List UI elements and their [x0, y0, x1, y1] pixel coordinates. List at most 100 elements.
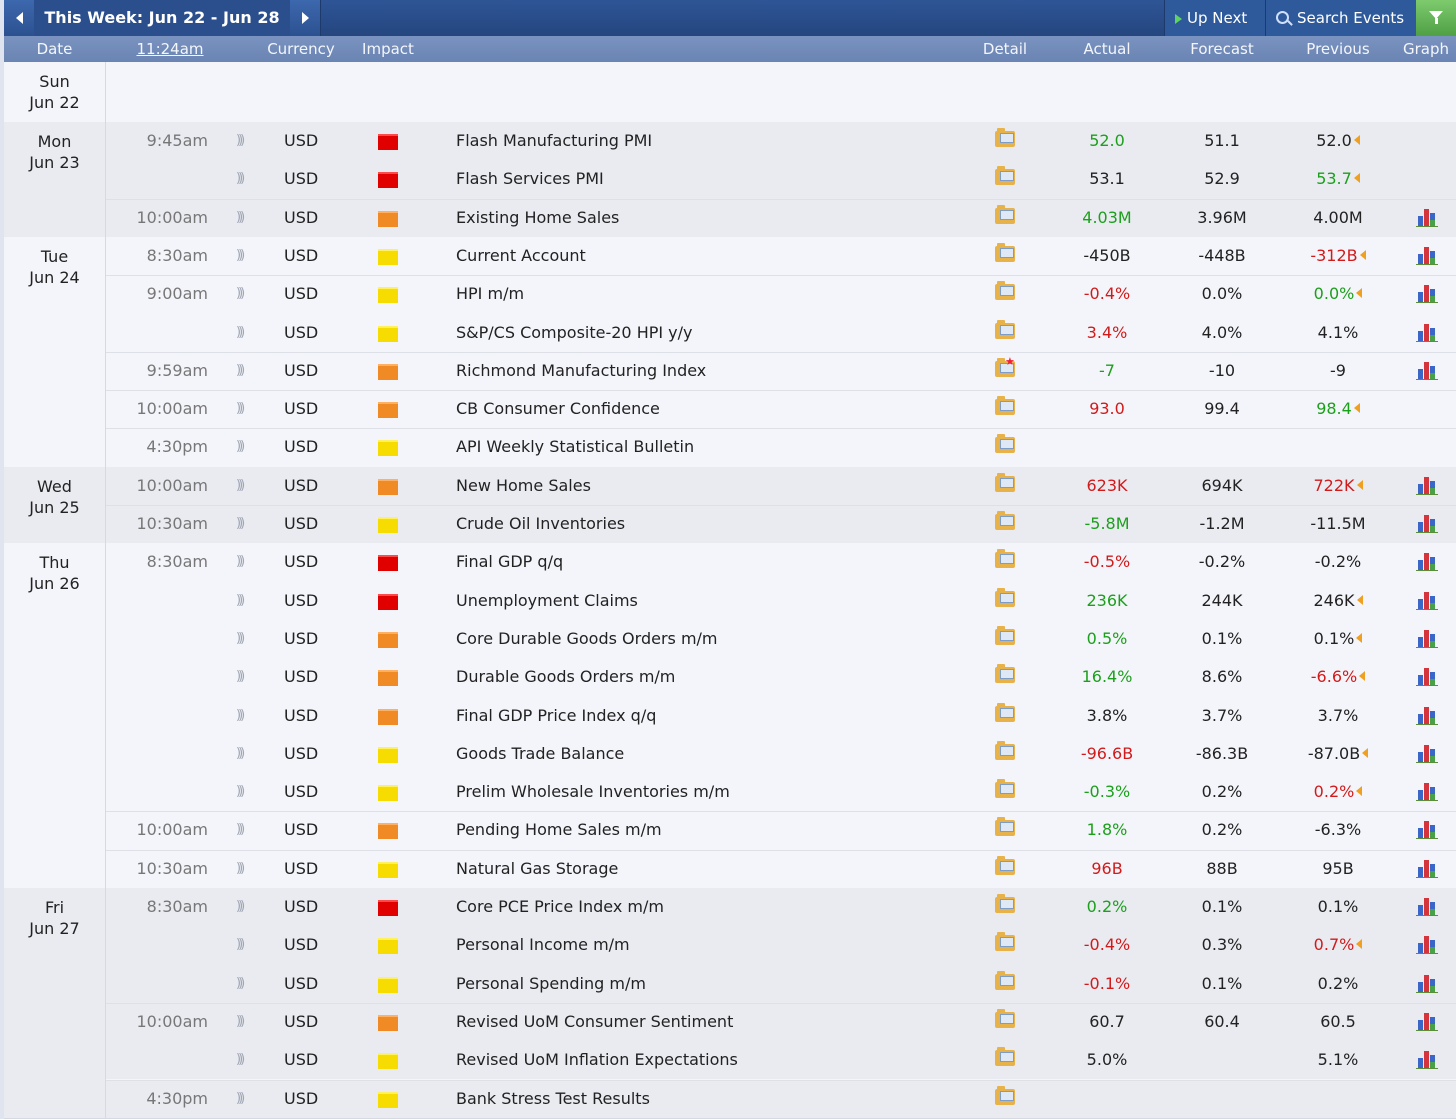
sound-alert-icon[interactable]: ))) [236, 630, 245, 646]
detail-folder-icon[interactable] [995, 970, 1015, 990]
graph-chart-icon[interactable] [1416, 245, 1438, 265]
graph-chart-icon[interactable] [1416, 628, 1438, 648]
event-name[interactable]: Goods Trade Balance [456, 743, 625, 763]
sound-alert-icon[interactable]: ))) [236, 247, 245, 263]
detail-folder-icon[interactable] [995, 1085, 1015, 1105]
up-next-button[interactable]: Up Next [1164, 0, 1265, 36]
event-name[interactable]: HPI m/m [456, 284, 525, 304]
impact-orange-icon[interactable] [378, 670, 398, 687]
sound-alert-icon[interactable]: ))) [236, 899, 245, 914]
detail-folder-icon[interactable] [995, 319, 1015, 339]
sound-alert-icon[interactable]: ))) [236, 171, 245, 187]
event-name[interactable]: Natural Gas Storage [456, 858, 619, 878]
graph-chart-icon[interactable] [1416, 1011, 1438, 1031]
graph-chart-icon[interactable] [1416, 973, 1438, 993]
impact-orange-icon[interactable] [378, 823, 398, 840]
graph-chart-icon[interactable] [1416, 551, 1438, 572]
impact-yellow-icon[interactable] [378, 248, 398, 265]
detail-folder-icon[interactable] [995, 625, 1015, 645]
event-name[interactable]: Flash Manufacturing PMI [456, 131, 653, 150]
impact-red-icon[interactable] [378, 555, 398, 572]
impact-yellow-icon[interactable] [378, 938, 398, 955]
detail-folder-icon[interactable] [995, 1008, 1015, 1028]
sound-alert-icon[interactable]: ))) [236, 1013, 245, 1029]
revised-flag-icon[interactable] [1353, 173, 1360, 184]
detail-folder-icon[interactable] [995, 894, 1015, 913]
revised-flag-icon[interactable] [1362, 747, 1369, 758]
sound-alert-icon[interactable]: ))) [236, 1052, 245, 1068]
event-name[interactable]: Final GDP q/q [456, 552, 564, 572]
event-name[interactable]: Current Account [456, 245, 586, 265]
event-row[interactable]: 10:30am))) USD Natural Gas Storage 96B 88B 95… [106, 849, 1456, 888]
event-name[interactable]: New Home Sales [456, 475, 591, 495]
event-name[interactable]: Existing Home Sales [456, 207, 620, 227]
sound-alert-icon[interactable]: ))) [236, 286, 245, 302]
sound-alert-icon[interactable]: ))) [236, 822, 245, 838]
sound-alert-icon[interactable]: ))) [236, 975, 245, 991]
graph-chart-icon[interactable] [1416, 819, 1438, 840]
event-name[interactable]: Revised UoM Consumer Sentiment [456, 1011, 734, 1031]
graph-chart-icon[interactable] [1416, 475, 1438, 495]
event-row[interactable]: 10:00am))) USD Revised UoM Consumer Sentim… [106, 1002, 1456, 1042]
event-name[interactable]: API Weekly Statistical Bulletin [456, 437, 695, 457]
event-name[interactable]: Durable Goods Orders m/m [456, 667, 676, 687]
event-name[interactable]: Pending Home Sales m/m [456, 820, 662, 840]
event-row[interactable]: ))) USD Revised UoM Inflation Expectations… [106, 1041, 1456, 1080]
detail-folder-icon[interactable] [995, 396, 1015, 416]
event-name[interactable]: Core PCE Price Index m/m [456, 897, 664, 916]
graph-chart-icon[interactable] [1416, 590, 1438, 610]
event-row[interactable]: 10:00am))) USD Pending Home Sales m/m 1.8% 0… [106, 811, 1456, 850]
detail-folder-icon[interactable]: ★ [995, 355, 1015, 377]
event-row[interactable]: 10:00am))) USD CB Consumer Confidence 93.0 9… [106, 390, 1456, 429]
impact-orange-icon[interactable] [378, 708, 398, 725]
graph-chart-icon[interactable] [1416, 322, 1438, 342]
impact-red-icon[interactable] [378, 134, 398, 150]
graph-chart-icon[interactable] [1416, 934, 1438, 955]
sound-alert-icon[interactable]: ))) [236, 745, 245, 761]
event-row[interactable]: ))) USD Goods Trade Balance -96.6B -86.3B -87… [106, 734, 1456, 774]
impact-yellow-icon[interactable] [378, 517, 398, 533]
impact-yellow-icon[interactable] [378, 746, 398, 763]
sound-alert-icon[interactable]: ))) [236, 937, 245, 953]
filter-button[interactable] [1416, 0, 1456, 36]
header-clock[interactable]: 11:24am [136, 40, 204, 58]
graph-chart-icon[interactable] [1416, 858, 1438, 878]
revised-flag-icon[interactable] [1356, 939, 1363, 950]
impact-yellow-icon[interactable] [378, 440, 398, 457]
event-row[interactable]: ))) USD Prelim Wholesale Inventories m/m -0… [106, 773, 1456, 812]
detail-folder-icon[interactable] [995, 549, 1015, 569]
detail-folder-icon[interactable] [995, 281, 1015, 301]
detail-folder-icon[interactable] [995, 166, 1015, 186]
graph-chart-icon[interactable] [1416, 781, 1438, 802]
event-row[interactable]: 10:00am))) USD Existing Home Sales 4.03M 3.9… [106, 198, 1456, 237]
event-row[interactable]: 8:30am))) USD Final GDP q/q -0.5% -0.2% -0.2% [106, 543, 1456, 582]
sound-alert-icon[interactable]: ))) [236, 707, 245, 723]
impact-orange-icon[interactable] [378, 363, 398, 380]
event-name[interactable]: S&P/CS Composite-20 HPI y/y [456, 322, 693, 342]
sound-alert-icon[interactable]: ))) [236, 669, 245, 685]
revised-flag-icon[interactable] [1359, 249, 1366, 260]
impact-yellow-icon[interactable] [378, 785, 398, 802]
graph-chart-icon[interactable] [1416, 666, 1438, 687]
event-row[interactable]: 8:30am))) USD Current Account -450B -448B -31… [106, 236, 1456, 276]
sound-alert-icon[interactable]: ))) [236, 784, 245, 800]
impact-yellow-icon[interactable] [378, 325, 398, 342]
revised-flag-icon[interactable] [1356, 786, 1363, 797]
event-row[interactable]: ))) USD Personal Spending m/m -0.1% 0.1% 0.2% [106, 964, 1456, 1003]
detail-folder-icon[interactable] [995, 779, 1015, 799]
graph-chart-icon[interactable] [1416, 1049, 1438, 1070]
sound-alert-icon[interactable]: ))) [236, 554, 245, 570]
graph-chart-icon[interactable] [1416, 705, 1438, 725]
impact-orange-icon[interactable] [378, 478, 398, 495]
revised-flag-icon[interactable] [1359, 671, 1366, 682]
sound-alert-icon[interactable]: ))) [236, 439, 245, 455]
event-name[interactable]: Bank Stress Test Results [456, 1088, 650, 1108]
impact-orange-icon[interactable] [378, 631, 398, 648]
detail-folder-icon[interactable] [995, 587, 1015, 607]
impact-orange-icon[interactable] [378, 402, 398, 419]
sound-alert-icon[interactable]: ))) [236, 1090, 245, 1106]
graph-chart-icon[interactable] [1416, 207, 1438, 227]
detail-folder-icon[interactable] [995, 855, 1015, 875]
event-name[interactable]: Final GDP Price Index q/q [456, 705, 657, 725]
event-name[interactable]: Richmond Manufacturing Index [456, 360, 707, 380]
